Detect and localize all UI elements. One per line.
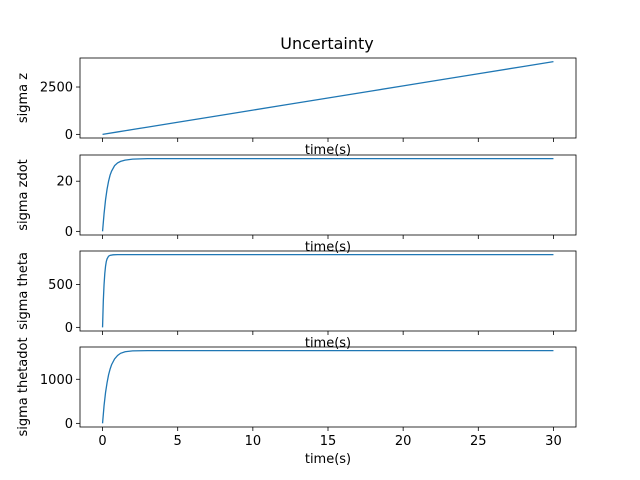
y-axis-label-1: sigma z [16, 73, 31, 123]
y-tick-label: 500 [48, 278, 73, 293]
y-tick-label: 1000 [40, 373, 73, 388]
y-axis-label-3: sigma theta [16, 252, 31, 330]
x-tick-label: 15 [320, 434, 337, 449]
x-tick-label: 20 [395, 434, 412, 449]
x-axis-label: time(s) [305, 452, 351, 467]
y-axis-label-4: sigma thetadot [16, 337, 31, 436]
y-tick-label: 0 [65, 321, 73, 336]
y-tick-label: 0 [65, 417, 73, 432]
subplot-2: time(s) 0 20 sigma zdot [16, 154, 577, 255]
chart-title: Uncertainty [280, 34, 373, 53]
series-line-3 [101, 253, 554, 328]
x-tick-label: 30 [545, 434, 562, 449]
axes-frame-3 [79, 250, 577, 332]
series-line-1 [102, 60, 554, 136]
y-tick-label: 0 [65, 225, 73, 240]
y-tick-label: 2500 [40, 81, 73, 96]
x-tick-label: 5 [174, 434, 182, 449]
y-tick-label: 20 [56, 175, 73, 190]
axes-frame-2 [79, 154, 577, 236]
x-tick-label: 0 [98, 434, 106, 449]
x-axis-label: time(s) [305, 336, 351, 351]
series-line-2 [101, 157, 554, 232]
axes-frame-4 [79, 346, 577, 428]
y-tick-label: 0 [65, 128, 73, 143]
y-axis-label-2: sigma zdot [16, 159, 31, 231]
x-axis-label: time(s) [305, 240, 351, 255]
subplot-1: time(s) 0 2500 sigma z [16, 57, 577, 158]
x-tick-label: 25 [470, 434, 487, 449]
x-tick-label: 10 [245, 434, 262, 449]
subplot-4: 0 5 10 15 20 25 30 time(s) 0 1000 sigma thetadot [16, 337, 577, 467]
series-line-4 [101, 349, 554, 424]
x-axis-label: time(s) [305, 143, 351, 158]
subplot-3: time(s) 0 500 sigma theta [16, 250, 577, 351]
